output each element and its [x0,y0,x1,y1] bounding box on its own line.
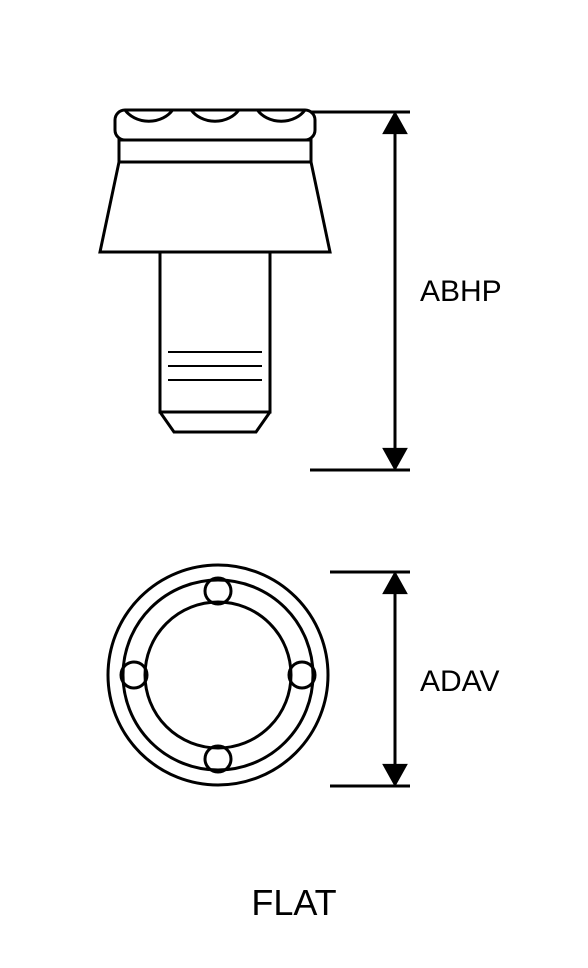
technical-diagram: ABHP ADAV FLAT [0,0,588,968]
diagram-svg [0,0,588,968]
dimension-label-adav: ADAV [420,665,499,699]
dimension-label-abhp: ABHP [420,275,502,309]
diagram-caption: FLAT [0,882,588,924]
